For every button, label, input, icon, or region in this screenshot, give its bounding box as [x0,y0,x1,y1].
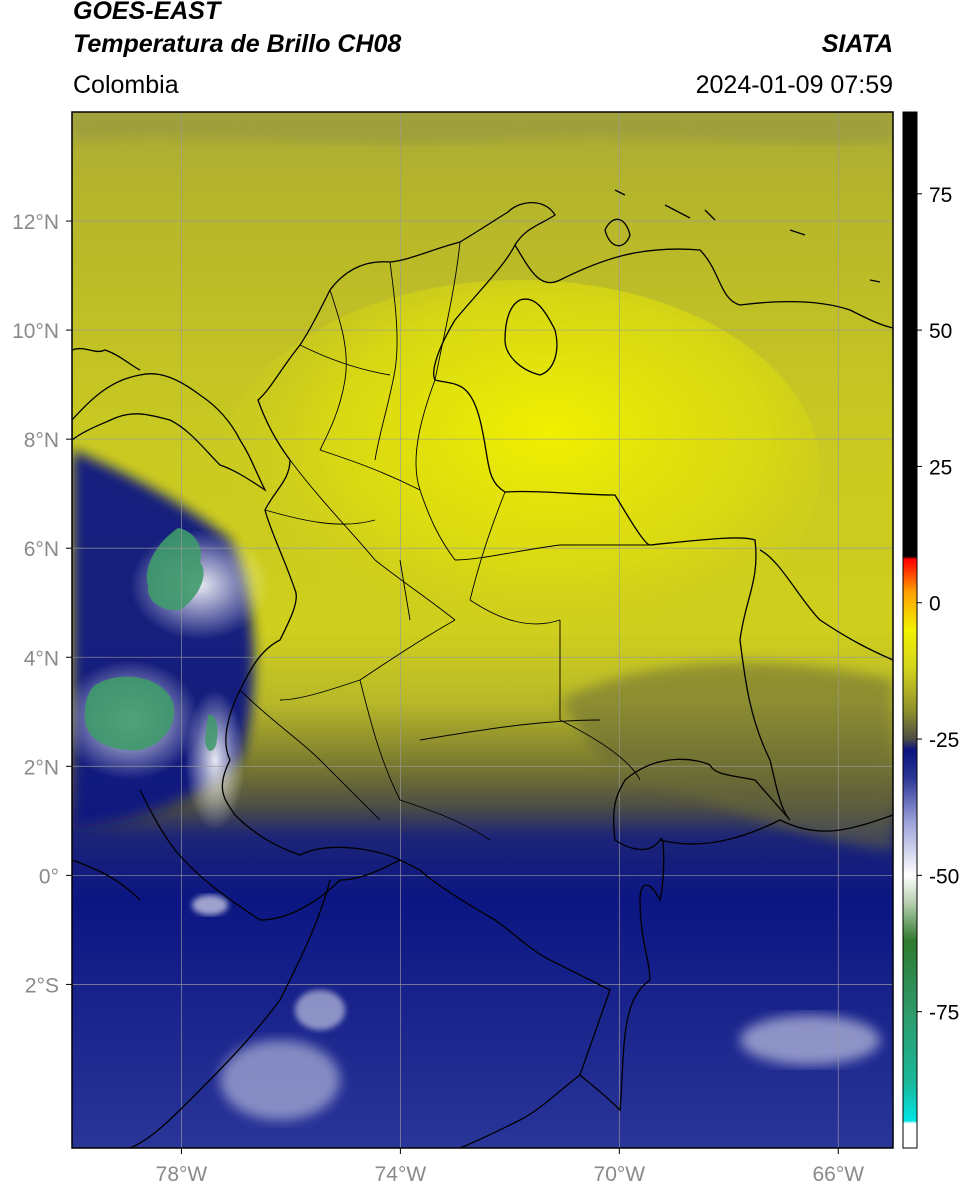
lat-tick-label: 0° [39,865,59,888]
brazil-border [659,814,893,845]
aruba-curacao [604,189,881,283]
colorbar: 75 50 25 0 -25 -50 -75 [902,111,959,1149]
lon-tick-label: 66°W [812,1163,864,1186]
latitude-ticks: 12°N 10°N 8°N 6°N 4°N 2°N 0° 2°S [12,211,72,997]
colorbar-tick-label: 75 [929,184,952,207]
venezuela-coast [514,244,893,329]
lon-tick-label: 78°W [156,1163,208,1186]
panama-border [72,373,267,492]
colorbar-scale [902,111,918,1149]
venezuela-brazil-border [759,549,893,661]
colorbar-tick-label: -75 [929,1002,959,1025]
lat-tick-label: 2°N [24,756,59,779]
internal-divisions [239,241,650,841]
lake-maracaibo [504,298,558,376]
peru-coast [72,859,331,1148]
lat-tick-label: 8°N [24,429,59,452]
product-title: Temperatura de Brillo CH08 [73,30,402,58]
lat-tick-label: 2°S [25,974,59,997]
brazil-peru-border [459,1074,581,1148]
lat-tick-label: 6°N [24,538,59,561]
colorbar-tick-label: 50 [929,320,952,343]
colorbar-tick-label: -50 [929,865,959,888]
satellite-imagery [72,112,893,1148]
colorbar-tick-label: 0 [929,593,941,616]
lon-tick-label: 70°W [594,1163,646,1186]
longitude-ticks: 78°W 74°W 70°W 66°W [156,1148,864,1186]
datetime-label: 2024-01-09 07:59 [695,71,893,99]
ecuador-peru-border [139,789,401,921]
lat-tick-label: 10°N [12,320,59,343]
satellite-title: GOES-EAST [73,0,221,25]
colorbar-tick-label: -25 [929,729,959,752]
lat-tick-label: 12°N [12,211,59,234]
region-label: Colombia [73,71,179,99]
map-frame [71,111,894,1149]
colombia-border [221,201,791,1112]
agency-label: SIATA [821,30,893,58]
costa-rica-coast [72,347,141,371]
graticule [72,112,893,1148]
borders-layer [72,189,893,1148]
colorbar-tick-label: 25 [929,456,952,479]
lon-tick-label: 74°W [375,1163,427,1186]
lat-tick-label: 4°N [24,647,59,670]
